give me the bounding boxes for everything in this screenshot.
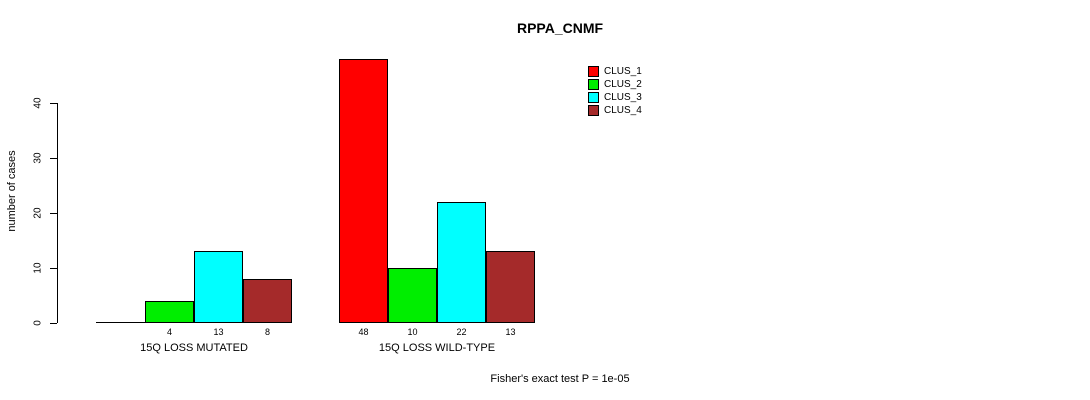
bar-value-label: 10 [407, 327, 418, 337]
bar-value-label: 48 [358, 327, 369, 337]
y-tick-label: 30 [32, 152, 44, 164]
y-tick-mark [50, 323, 57, 324]
y-tick-label: 40 [32, 97, 44, 109]
bar-value-label: 13 [505, 327, 516, 337]
legend-item-clus-1: CLUS_1 [588, 65, 642, 78]
y-tick-mark [50, 103, 57, 104]
legend-swatch-icon [588, 92, 599, 103]
legend-item-clus-2: CLUS_2 [588, 78, 642, 91]
category-label: 15Q LOSS WILD-TYPE [378, 342, 496, 354]
category-label: 15Q LOSS MUTATED [140, 342, 248, 354]
bar-clus-3 [194, 251, 243, 323]
legend-label: CLUS_1 [604, 66, 642, 77]
y-axis-line [57, 103, 58, 323]
bar-clus-3 [437, 202, 486, 323]
bar-clus-2 [145, 301, 194, 323]
bar-value-label: 13 [213, 327, 224, 337]
y-tick-mark [50, 158, 57, 159]
bar-value-label: 4 [166, 327, 173, 337]
y-tick-label: 0 [32, 320, 44, 326]
bar-clus-4 [486, 251, 535, 323]
legend-label: CLUS_2 [604, 79, 642, 90]
bar-value-label: 22 [456, 327, 467, 337]
bar-clus-1 [339, 59, 388, 323]
legend: CLUS_1 CLUS_2 CLUS_3 CLUS_4 [588, 65, 642, 117]
bar-clus-2 [388, 268, 437, 323]
y-tick-mark [50, 268, 57, 269]
legend-label: CLUS_4 [604, 105, 642, 116]
y-tick-label: 20 [32, 207, 44, 219]
bar-clus-4 [243, 279, 292, 323]
legend-item-clus-4: CLUS_4 [588, 104, 642, 117]
chart-title: RPPA_CNMF [516, 20, 604, 36]
bar-value-label: 8 [264, 327, 271, 337]
legend-swatch-icon [588, 79, 599, 90]
legend-swatch-icon [588, 105, 599, 116]
y-tick-mark [50, 213, 57, 214]
legend-item-clus-3: CLUS_3 [588, 91, 642, 104]
fisher-test-annotation: Fisher's exact test P = 1e-05 [490, 373, 630, 385]
y-tick-label: 10 [32, 262, 44, 274]
legend-label: CLUS_3 [604, 92, 642, 103]
legend-swatch-icon [588, 66, 599, 77]
